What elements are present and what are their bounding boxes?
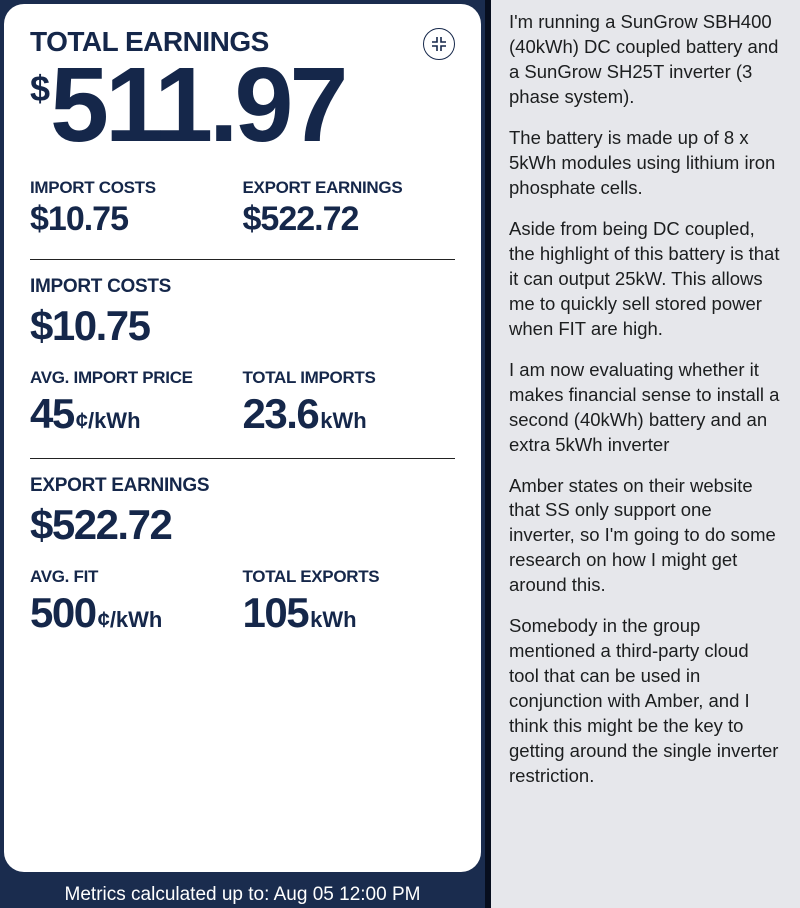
avg-import-price-unit: ¢/kWh bbox=[76, 408, 141, 433]
total-imports-value: 23.6 bbox=[243, 390, 319, 438]
summary-export-label: EXPORT EARNINGS bbox=[243, 178, 456, 198]
post-paragraph: Somebody in the group mentioned a third-… bbox=[509, 614, 782, 789]
total-imports-label: TOTAL IMPORTS bbox=[243, 368, 456, 388]
post-paragraph: The battery is made up of 8 x 5kWh modul… bbox=[509, 126, 782, 201]
avg-import-price-label: AVG. IMPORT PRICE bbox=[30, 368, 243, 388]
avg-import-price-value: 45 bbox=[30, 390, 74, 438]
earnings-card: TOTAL EARNINGS $ 511.97 IMPORT COSTS $10… bbox=[4, 4, 481, 872]
import-section-value: $10.75 bbox=[30, 302, 455, 350]
summary-row: IMPORT COSTS $10.75 EXPORT EARNINGS $522… bbox=[30, 178, 455, 239]
summary-import-label: IMPORT COSTS bbox=[30, 178, 243, 198]
post-paragraph: I'm running a SunGrow SBH400 (40kWh) DC … bbox=[509, 10, 782, 110]
summary-import-value: $10.75 bbox=[30, 200, 243, 239]
avg-fit-value: 500 bbox=[30, 589, 96, 637]
metrics-footer: Metrics calculated up to: Aug 05 12:00 P… bbox=[0, 876, 485, 908]
total-exports-label: TOTAL EXPORTS bbox=[243, 567, 456, 587]
avg-fit-label: AVG. FIT bbox=[30, 567, 243, 587]
post-paragraph: Aside from being DC coupled, the highlig… bbox=[509, 217, 782, 342]
export-metrics-row: AVG. FIT 500¢/kWh TOTAL EXPORTS 105kWh bbox=[30, 567, 455, 637]
post-paragraph: Amber states on their website that SS on… bbox=[509, 474, 782, 599]
import-section-title: IMPORT COSTS bbox=[30, 276, 455, 298]
earnings-panel: TOTAL EARNINGS $ 511.97 IMPORT COSTS $10… bbox=[0, 0, 485, 908]
divider bbox=[30, 259, 455, 260]
import-metrics-row: AVG. IMPORT PRICE 45¢/kWh TOTAL IMPORTS … bbox=[30, 368, 455, 438]
total-exports-value: 105 bbox=[243, 589, 309, 637]
total-exports-unit: kWh bbox=[310, 607, 356, 632]
summary-export-value: $522.72 bbox=[243, 200, 456, 239]
avg-fit-unit: ¢/kWh bbox=[98, 607, 163, 632]
post-paragraph: I am now evaluating whether it makes fin… bbox=[509, 358, 782, 458]
total-earnings-value-row: $ 511.97 bbox=[30, 52, 455, 158]
post-text-panel: I'm running a SunGrow SBH400 (40kWh) DC … bbox=[485, 0, 800, 908]
export-section-title: EXPORT EARNINGS bbox=[30, 475, 455, 497]
total-imports-unit: kWh bbox=[320, 408, 366, 433]
currency-symbol: $ bbox=[30, 68, 50, 110]
export-section-value: $522.72 bbox=[30, 501, 455, 549]
total-earnings-value: 511.97 bbox=[50, 52, 344, 158]
divider bbox=[30, 458, 455, 459]
